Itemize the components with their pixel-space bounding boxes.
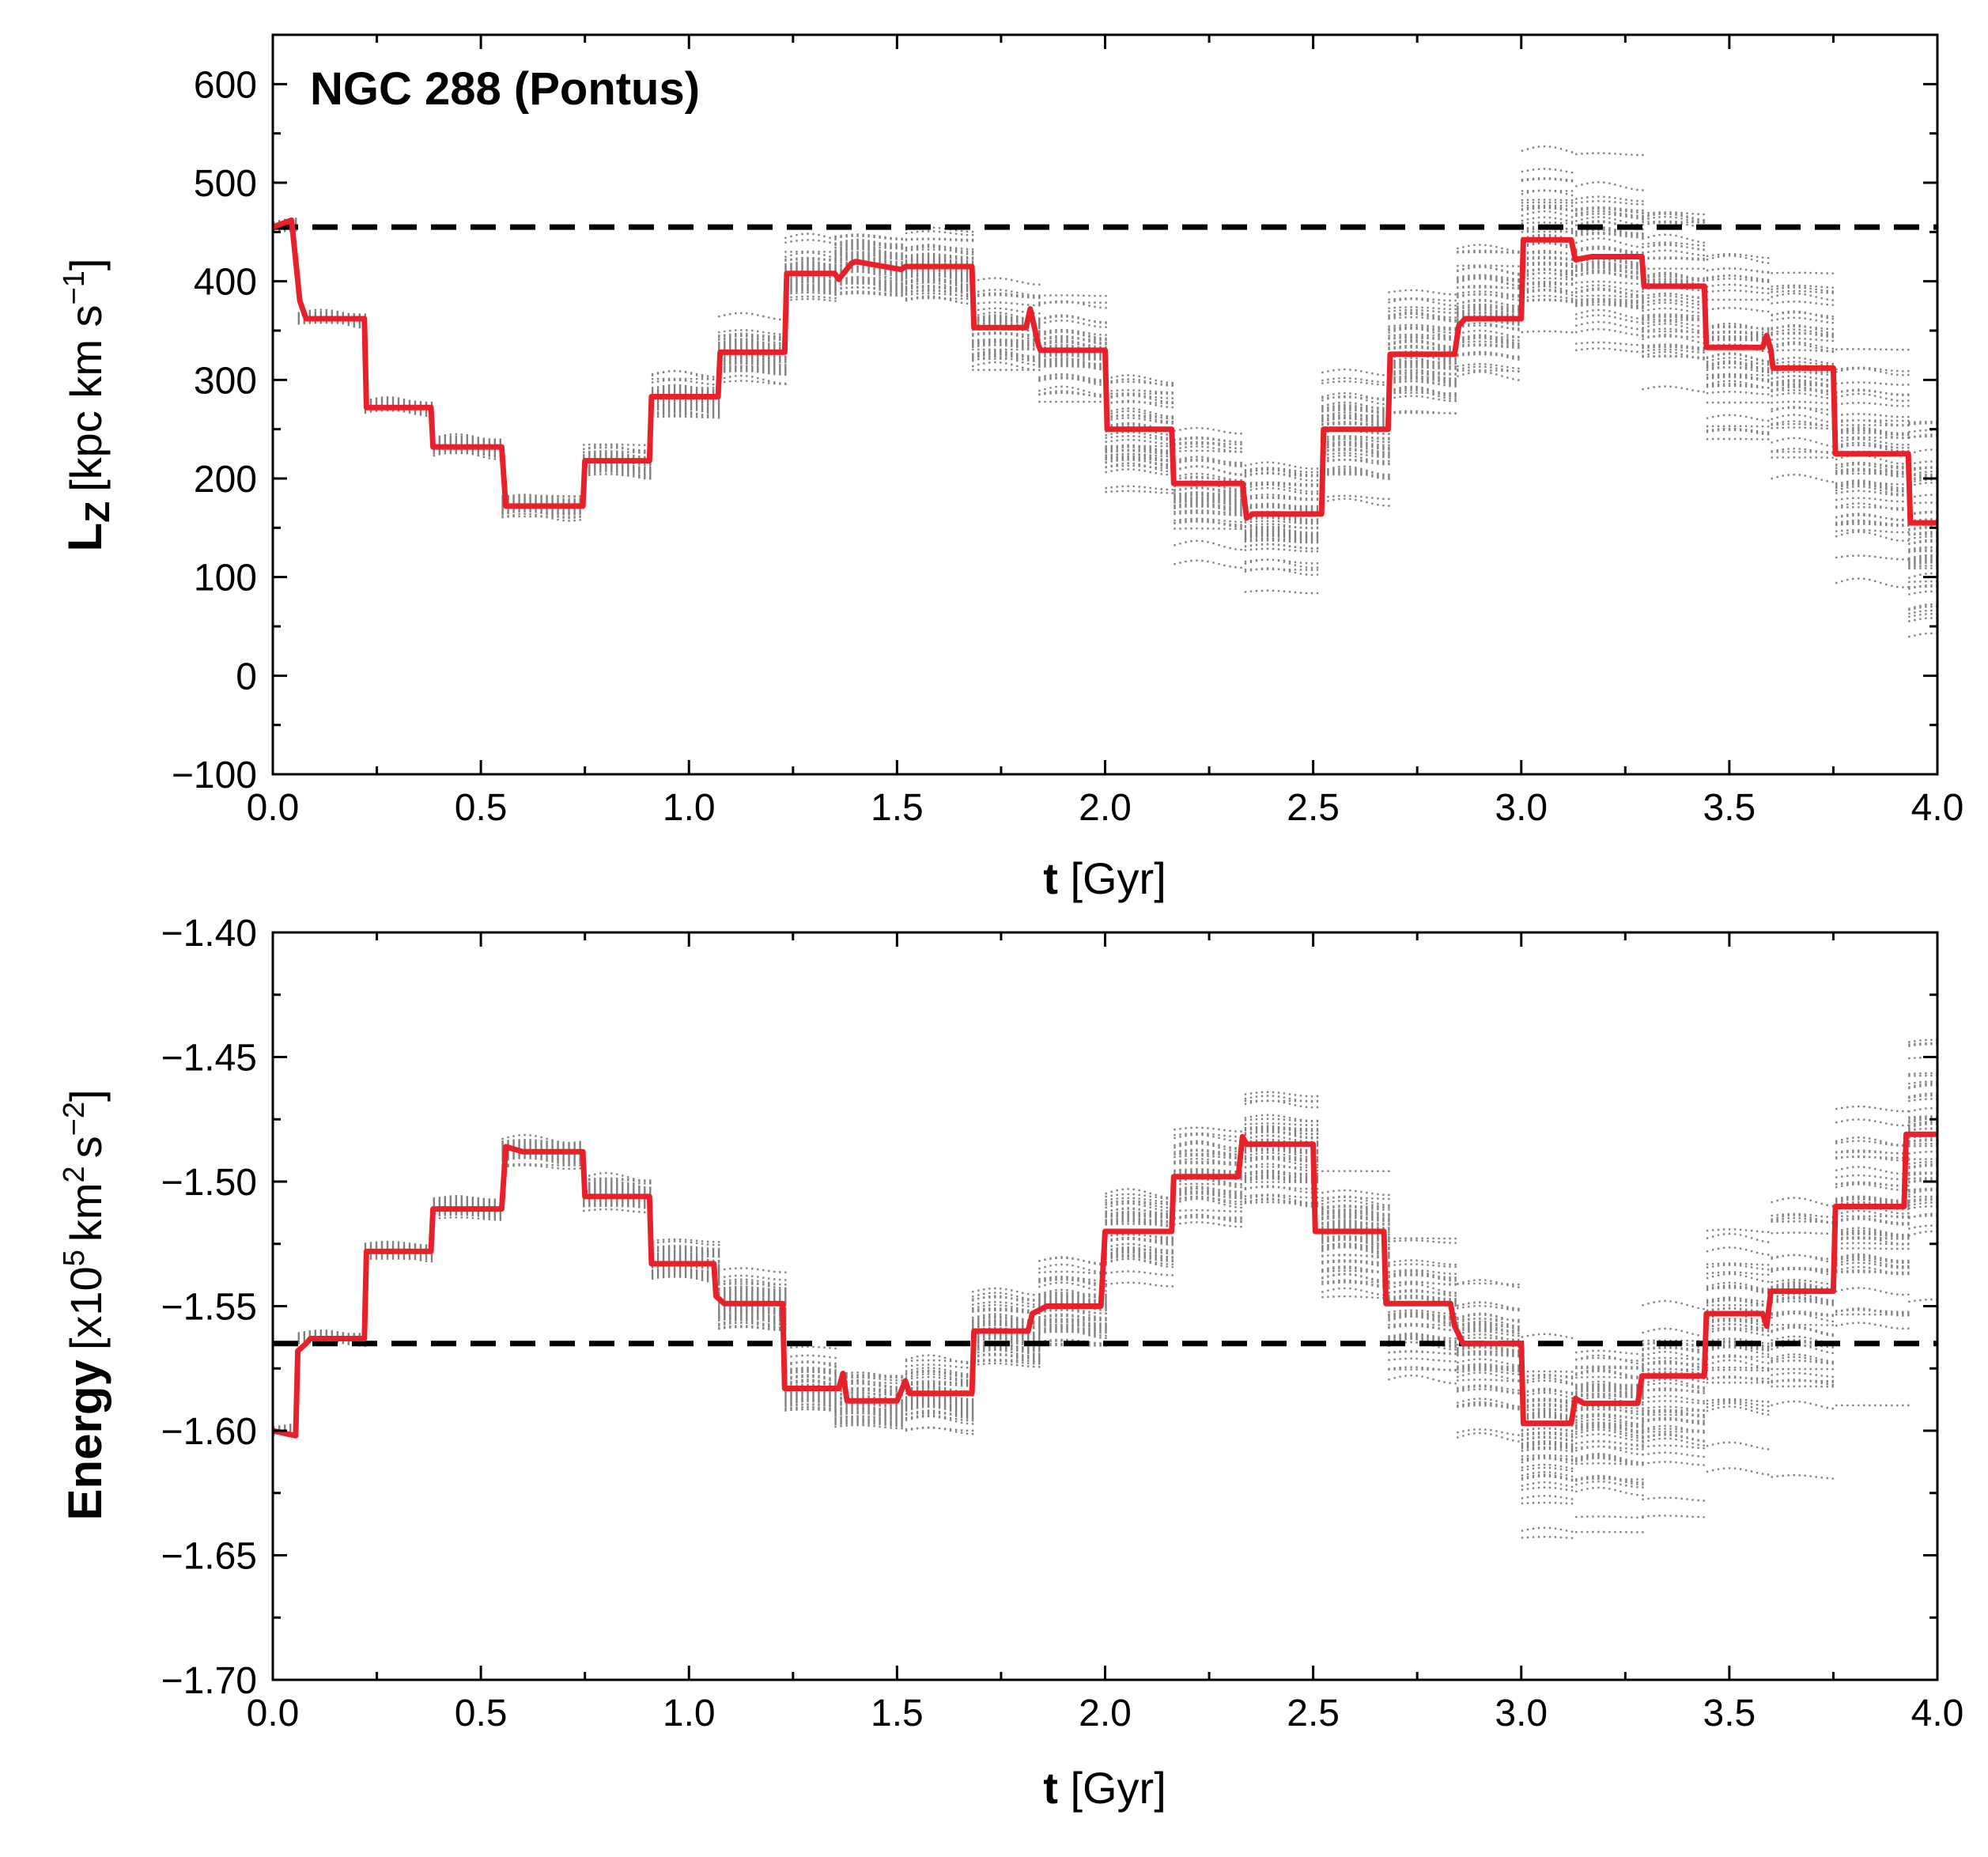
lz-mean-orbit-line xyxy=(273,217,1937,526)
energy-mean-orbit-line xyxy=(273,1131,1937,1439)
lz-x-tick-label: 3.0 xyxy=(1495,787,1548,829)
lz-y-tick-label: 100 xyxy=(194,558,257,599)
lz-x-tick-label: 0.0 xyxy=(247,787,300,829)
energy-y-axis-title: Energy[x105km2s−2] xyxy=(58,1089,111,1520)
lz-x-axis-title: t [Gyr] xyxy=(1043,853,1166,903)
energy-x-tick-label: 4.0 xyxy=(1911,1692,1964,1734)
energy-y-tick-label: −1.45 xyxy=(161,1038,257,1080)
energy-y-tick-label: −1.65 xyxy=(161,1536,257,1578)
energy-monte-carlo-orbits xyxy=(273,1038,1937,1539)
energy-y-tick-label: −1.55 xyxy=(161,1287,257,1329)
lz-y-tick-label: −100 xyxy=(172,755,257,796)
energy-x-tick-label: 0.0 xyxy=(247,1692,300,1734)
lz-x-tick-label: 2.5 xyxy=(1287,787,1340,829)
energy-panel: 0.0 0.5 1.0 1.5 2.0 2.5 3.0 3.5 4.0 −1.70−1.65−1… xyxy=(58,913,1963,1813)
lz-y-tick-label: 600 xyxy=(194,64,257,106)
energy-x-tick-label: 3.0 xyxy=(1495,1692,1548,1734)
lz-x-tick-label: 2.0 xyxy=(1079,787,1132,829)
energy-y-tick-label: −1.40 xyxy=(161,913,257,955)
lz-x-tick-label: 0.5 xyxy=(455,787,508,829)
lz-y-ticks: −100 0 100 200 300 400 500 600 xyxy=(172,33,1937,796)
panel-title: NGC 288 (Pontus) xyxy=(310,63,700,115)
lz-plot-area xyxy=(273,145,1937,638)
lz-x-tick-label: 1.5 xyxy=(871,787,924,829)
energy-x-tick-label: 2.5 xyxy=(1287,1692,1340,1734)
lz-x-tick-label: 3.5 xyxy=(1703,787,1756,829)
energy-x-ticks: 0.0 0.5 1.0 1.5 2.0 2.5 3.0 3.5 4.0 xyxy=(247,932,1964,1734)
lz-x-tick-label: 4.0 xyxy=(1911,787,1964,829)
energy-x-tick-label: 0.5 xyxy=(455,1692,508,1734)
lz-y-tick-label: 300 xyxy=(194,360,257,402)
lz-panel: 0.0 0.5 1.0 1.5 2.0 2.5 3.0 3.5 4.0 −100 0 100 200 3… xyxy=(58,33,1964,903)
lz-x-tick-label: 1.0 xyxy=(663,787,716,829)
energy-x-tick-label: 3.5 xyxy=(1703,1692,1756,1734)
energy-x-axis-title: t [Gyr] xyxy=(1043,1763,1166,1813)
energy-plot-area xyxy=(273,1038,1937,1539)
energy-x-tick-label: 1.0 xyxy=(663,1692,716,1734)
energy-y-ticks: −1.70 −1.65 −1.60 −1.55 −1.50 −1.45 −1.40 xyxy=(161,913,1937,1702)
energy-monte-carlo-dots xyxy=(273,1038,1937,1539)
energy-y-tick-label: −1.60 xyxy=(161,1411,257,1453)
energy-x-tick-label: 2.0 xyxy=(1079,1692,1132,1734)
lz-y-axis-title: LZ[kpc km s−1] xyxy=(58,259,117,552)
lz-y-tick-label: 0 xyxy=(236,656,257,698)
energy-y-tick-label: −1.50 xyxy=(161,1162,257,1204)
lz-y-tick-label: 400 xyxy=(194,262,257,304)
energy-y-tick-label: −1.70 xyxy=(161,1660,257,1702)
lz-y-tick-label: 500 xyxy=(194,163,257,205)
energy-x-tick-label: 1.5 xyxy=(871,1692,924,1734)
lz-x-ticks: 0.0 0.5 1.0 1.5 2.0 2.5 3.0 3.5 4.0 xyxy=(247,35,1964,829)
lz-y-tick-label: 200 xyxy=(194,459,257,501)
